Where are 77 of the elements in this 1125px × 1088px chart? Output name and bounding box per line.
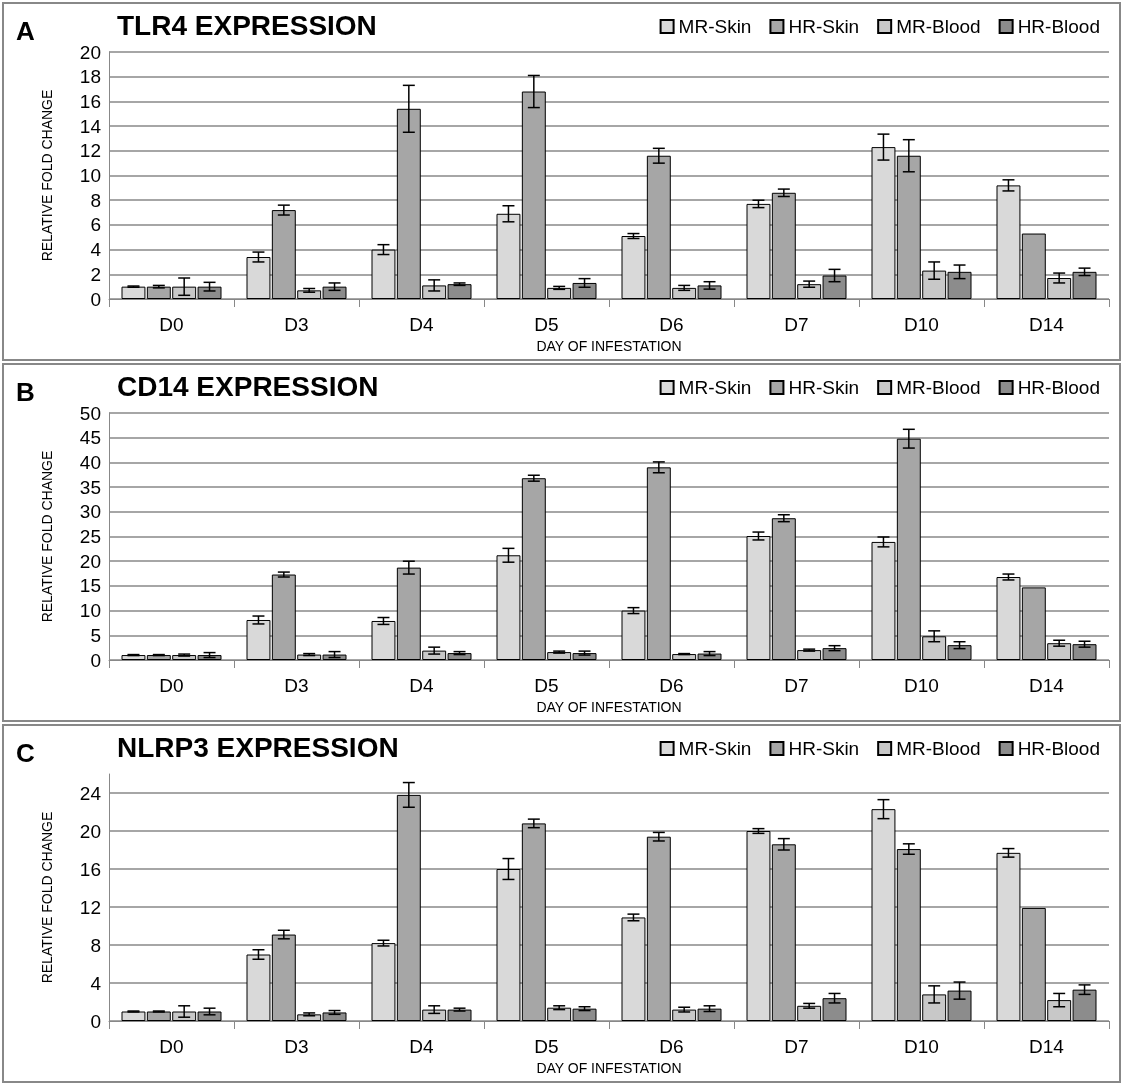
legend-label: MR-Skin	[678, 377, 752, 398]
y-tick-label: 2	[90, 263, 101, 285]
x-tick-label: D10	[904, 675, 939, 696]
x-tick-label: D6	[659, 314, 684, 335]
y-axis-title: RELATIVE FOLD CHANGE	[39, 811, 55, 984]
legend-label: HR-Blood	[1017, 377, 1101, 398]
chart-title: TLR4 EXPRESSION	[117, 9, 377, 41]
legend-label: HR-Blood	[1017, 738, 1101, 759]
x-tick-label: D4	[409, 314, 435, 335]
text: C	[16, 738, 35, 768]
x-tick-label: D4	[409, 1036, 435, 1057]
x-axis-title: DAY OF INFESTATION	[536, 698, 682, 715]
y-tick-label: 12	[79, 140, 101, 162]
y-tick-label: 30	[79, 501, 101, 523]
y-tick-label: 6	[90, 214, 101, 236]
y-tick-label: 10	[79, 600, 101, 622]
text: B	[16, 377, 35, 407]
y-tick-label: 5	[90, 624, 101, 646]
y-tick-label: 16	[79, 858, 101, 880]
y-tick-label: 24	[79, 782, 102, 804]
y-axis-title: RELATIVE FOLD CHANGE	[39, 89, 55, 262]
x-tick-label: D7	[784, 675, 809, 696]
x-tick-label: D0	[159, 675, 184, 696]
legend-label: MR-Blood	[896, 738, 981, 759]
x-tick-label: D0	[159, 314, 184, 335]
x-tick-label: D7	[784, 1036, 809, 1057]
x-tick-label: D7	[784, 314, 809, 335]
legend-label: HR-Skin	[788, 377, 860, 398]
x-tick-label: D5	[534, 314, 559, 335]
y-tick-label: 12	[79, 896, 101, 918]
y-tick-label: 4	[90, 239, 102, 261]
y-tick-label: 16	[79, 90, 101, 112]
x-tick-label: D5	[534, 1036, 559, 1057]
x-tick-label: D4	[409, 675, 435, 696]
y-tick-label: 8	[90, 934, 101, 956]
y-tick-label: 14	[79, 115, 102, 137]
y-tick-label: 20	[79, 550, 101, 572]
y-tick-label: 18	[79, 66, 101, 88]
legend-label: HR-Skin	[788, 16, 860, 37]
x-tick-label: D6	[659, 675, 684, 696]
x-axis-title: DAY OF INFESTATION	[536, 1059, 682, 1076]
y-tick-label: 50	[79, 402, 101, 424]
y-tick-label: 20	[79, 41, 101, 63]
x-tick-label: D0	[159, 1036, 184, 1057]
x-tick-label: D10	[904, 1036, 939, 1057]
legend-label: MR-Skin	[678, 16, 752, 37]
y-tick-label: 35	[79, 476, 101, 498]
legend-label: MR-Blood	[896, 16, 981, 37]
legend-label: HR-Blood	[1017, 16, 1101, 37]
x-tick-label: D14	[1029, 314, 1065, 335]
y-tick-label: 25	[79, 526, 101, 547]
y-tick-label: 45	[79, 427, 101, 449]
legend-label: HR-Skin	[788, 738, 860, 759]
chart-title: NLRP3 EXPRESSION	[117, 731, 399, 763]
x-tick-label: D6	[659, 1036, 684, 1057]
y-tick-label: 0	[90, 649, 101, 671]
legend-label: MR-Blood	[896, 377, 981, 398]
y-tick-label: 0	[90, 288, 101, 310]
x-tick-label: D14	[1029, 675, 1065, 696]
y-tick-label: 15	[79, 575, 101, 597]
x-axis-title: DAY OF INFESTATION	[536, 337, 682, 354]
y-tick-label: 4	[90, 972, 102, 994]
y-axis-title: RELATIVE FOLD CHANGE	[39, 450, 55, 623]
x-tick-label: D3	[284, 314, 309, 335]
y-tick-label: 10	[79, 165, 101, 186]
legend-label: MR-Skin	[678, 738, 752, 759]
x-tick-label: D14	[1029, 1036, 1065, 1057]
x-tick-label: D3	[284, 675, 309, 696]
x-tick-label: D3	[284, 1036, 309, 1057]
chart-title: CD14 EXPRESSION	[117, 370, 379, 402]
text: A	[16, 16, 35, 46]
y-tick-label: 0	[90, 1010, 101, 1032]
y-tick-label: 20	[79, 820, 101, 842]
y-tick-label: 8	[90, 189, 101, 211]
x-tick-label: D5	[534, 675, 559, 696]
x-tick-label: D10	[904, 314, 939, 335]
y-tick-label: 40	[79, 451, 101, 473]
